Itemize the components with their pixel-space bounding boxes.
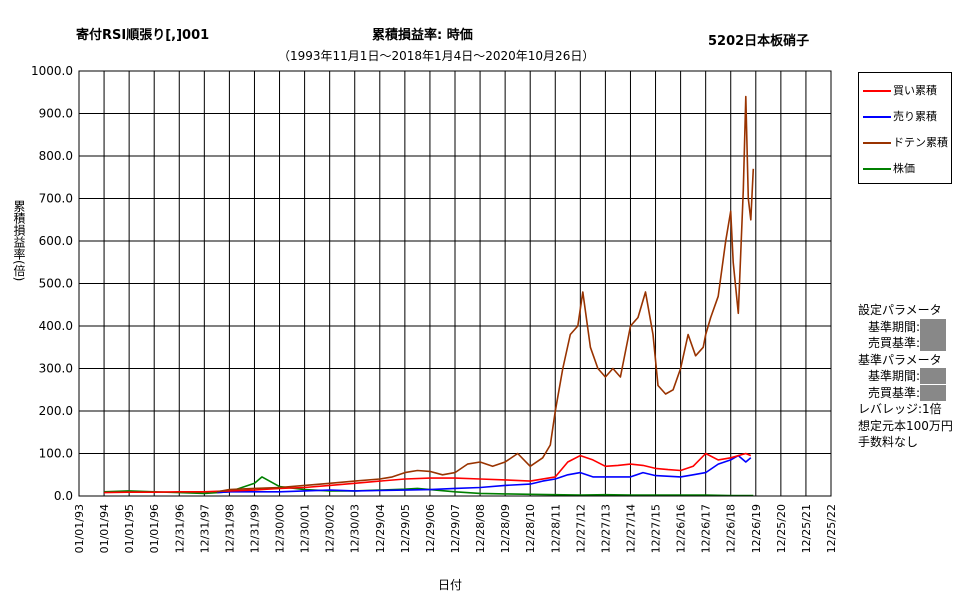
x-tick-label: 12/30/00 [274,504,287,553]
param-header-base: 基準パラメータ [858,352,942,367]
y-tick-label: 800.0 [39,149,73,163]
legend-label-buy: 買い累積 [893,84,937,97]
y-tick-label: 0.0 [54,489,73,503]
x-tick-label: 12/29/06 [424,504,437,553]
redacted-value [920,384,947,401]
param-trade-label: 売買基準: [868,385,921,400]
y-tick-label: 600.0 [39,234,73,248]
param-capital: 想定元本100万円 [858,418,953,433]
y-axis-label: 累積損益率(倍) [12,200,26,282]
x-tick-label: 12/31/97 [198,504,211,553]
x-tick-label: 12/31/98 [223,504,236,553]
redacted-value [920,335,947,351]
chart-title: 累積損益率: 時価 [372,28,473,43]
x-tick-label: 12/27/14 [624,504,637,553]
x-tick-label: 12/28/10 [524,504,537,553]
x-tick-label: 01/01/94 [98,504,111,553]
x-tick-label: 12/28/08 [474,504,487,553]
y-tick-label: 500.0 [39,277,73,291]
legend-label-sell: 売り累積 [893,110,937,123]
legend-label-price: 株価 [893,162,915,175]
x-tick-label: 12/25/21 [800,504,813,553]
y-tick-label: 400.0 [39,319,73,333]
x-tick-label: 01/01/93 [73,504,86,553]
legend-label-doten: ドテン累積 [893,136,948,149]
param-row: 基準期間: [858,368,953,385]
legend-swatch-buy [863,90,891,92]
x-tick-label: 12/26/18 [725,504,738,553]
x-tick-label: 12/29/05 [399,504,412,553]
redacted-value [920,318,947,335]
y-ticks: 0.0 100.0 200.0 300.0 400.0 500.0 600.0 700.0 80… [31,64,73,503]
param-period-label: 基準期間: [868,319,921,334]
x-tick-label: 12/29/07 [449,504,462,553]
param-row: 基準期間: [858,318,953,336]
x-tick-label: 12/26/16 [675,504,688,553]
x-tick-label: 12/26/17 [700,504,713,553]
x-tick-label: 12/28/09 [499,504,512,553]
x-tick-label: 12/30/01 [299,504,312,553]
y-tick-label: 1000.0 [31,64,73,78]
y-tick-label: 100.0 [39,447,73,461]
x-tick-label: 12/27/12 [574,504,587,553]
x-ticks: 01/01/93 01/01/94 01/01/95 01/01/96 12/31/96… [73,504,838,553]
redacted-value [920,368,947,384]
plot-frame [78,70,832,497]
series-line-2 [216,95,755,493]
x-tick-label: 12/26/19 [750,504,763,553]
chart-subtitle: （1993年11月1日～2018年1月4日～2020年10月26日） [278,49,595,63]
param-leverage: レバレッジ:1倍 [858,402,942,416]
param-row: 売買基準: [858,335,953,352]
x-tick-label: 12/29/04 [374,504,387,553]
y-tick-label: 900.0 [39,107,73,121]
param-fee: 手数料なし [858,435,919,449]
x-tick-label: 01/01/95 [123,504,136,553]
x-tick-label: 12/28/11 [549,504,562,553]
x-tick-label: 12/30/03 [349,504,362,553]
series-lines [104,95,755,497]
parameter-panel: 設定パラメータ 基準期間: 売買基準: 基準パラメータ 基準期間: 売買基準: … [858,302,953,451]
x-tick-label: 12/25/20 [775,504,788,553]
param-trade-label: 売買基準: [868,336,921,350]
legend-swatch-doten [863,142,891,144]
x-tick-label: 12/25/22 [825,504,838,553]
legend-swatch-sell [863,116,891,118]
x-axis-label: 日付 [438,578,463,592]
param-row: 売買基準: [858,384,953,402]
x-tick-label: 01/01/96 [148,504,161,553]
series-line-1 [216,454,752,494]
y-tick-label: 700.0 [39,192,73,206]
x-tick-label: 12/27/15 [650,504,663,553]
param-header-settings: 設定パラメータ [858,303,942,317]
chart-title-right: 5202日本板硝子 [708,34,810,49]
chart-title-left: 寄付RSI順張り[,]001 [76,28,210,43]
x-tick-label: 12/27/13 [599,504,612,553]
y-tick-label: 300.0 [39,362,73,376]
x-tick-label: 12/31/99 [248,504,261,553]
x-tick-label: 12/31/96 [173,504,186,553]
grid [78,70,832,497]
y-tick-label: 200.0 [39,404,73,418]
x-tick-label: 12/30/02 [324,504,337,553]
legend-swatch-price [863,168,891,170]
param-period-label: 基準期間: [868,369,921,383]
legend: 買い累積 売り累積 ドテン累積 株価 [858,72,952,184]
series-line-0 [104,452,752,494]
